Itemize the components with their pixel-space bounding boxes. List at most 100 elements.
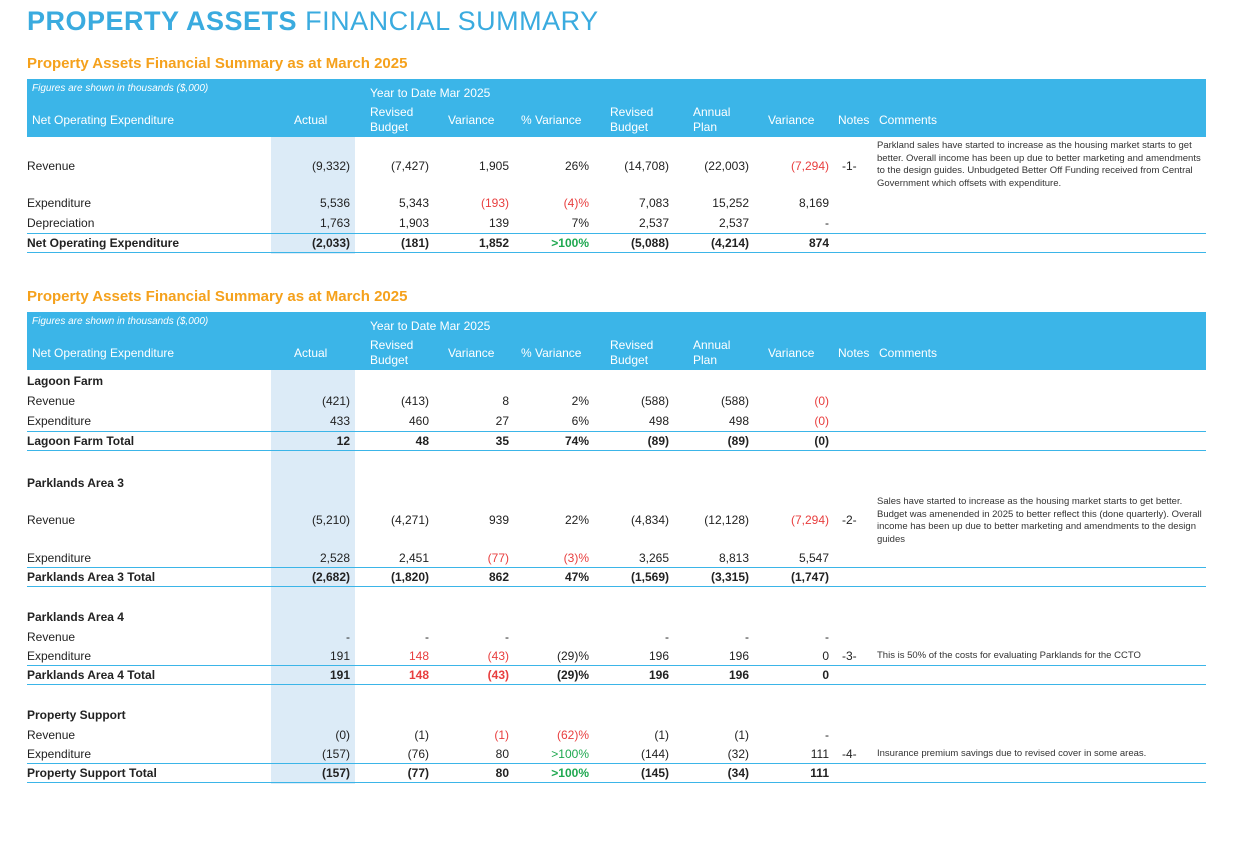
cell-revised-budget: (413): [400, 394, 429, 408]
cell-pct-variance: 22%: [564, 513, 589, 527]
cell-variance: (43): [487, 649, 509, 663]
figures-note: Figures are shown in thousands ($,000): [32, 83, 209, 94]
cell-annual-plan: (12,128): [704, 513, 749, 527]
row-label: Net Operating Expenditure: [27, 236, 180, 250]
cell-variance: (1): [494, 728, 509, 742]
comment-text: Insurance premium savings due to revised…: [877, 748, 1147, 759]
cell-variance-annual: 111: [810, 766, 829, 780]
cell-note: -3-: [842, 649, 857, 663]
header-variance: Variance: [448, 113, 495, 127]
cell-variance: 80: [495, 747, 509, 761]
cell-revised-budget-annual: (4,834): [630, 513, 669, 527]
header-revised-budget-annual: Revised Budget: [610, 338, 653, 368]
row-label: Expenditure: [27, 196, 92, 210]
table-row: Revenue (421) (413) 8 2% (588) (588) (0): [27, 391, 1206, 411]
cell-annual-plan: (3,315): [710, 570, 749, 584]
section1-table: Figures are shown in thousands ($,000) Y…: [27, 79, 1206, 254]
cell-annual-plan: (22,003): [704, 159, 749, 173]
cell-variance: (193): [480, 196, 509, 210]
page-title-light: FINANCIAL SUMMARY: [305, 6, 599, 36]
header-comments: Comments: [879, 346, 938, 360]
header-revised-budget-line2: Budget: [370, 353, 409, 367]
actual-column-highlight: [271, 370, 355, 784]
cell-note: -4-: [842, 747, 857, 761]
cell-variance-annual: -: [825, 216, 829, 230]
cell-actual: -: [346, 630, 350, 644]
cell-variance: 139: [488, 216, 509, 230]
actual-column-highlight: [271, 137, 355, 254]
cell-revised-budget-annual: (5,088): [630, 236, 669, 250]
header-pct-variance: % Variance: [521, 346, 582, 360]
table-row: Revenue - - - - - -: [27, 627, 1206, 647]
group-heading: Parklands Area 3: [27, 476, 124, 490]
comment-text: Sales have started to increase as the ho…: [877, 496, 1202, 545]
cell-annual-plan: (588): [720, 394, 749, 408]
section1-title: Property Assets Financial Summary as at …: [27, 55, 408, 72]
cell-annual-plan: 196: [728, 668, 749, 682]
cell-revised-budget-annual: (144): [640, 747, 669, 761]
header-variance-annual: Variance: [768, 346, 815, 360]
cell-actual: (2,033): [311, 236, 350, 250]
cell-revised-budget-annual: 2,537: [638, 216, 669, 230]
section2-table: Figures are shown in thousands ($,000) Y…: [27, 312, 1206, 784]
table-row: Depreciation 1,763 1,903 139 7% 2,537 2,…: [27, 213, 1206, 233]
cell-pct-variance: (3)%: [563, 551, 589, 565]
table-row: Expenditure 5,536 5,343 (193) (4)% 7,083…: [27, 193, 1206, 213]
table-header: Figures are shown in thousands ($,000) Y…: [27, 79, 1206, 137]
total-row: Parklands Area 3 Total (2,682) (1,820) 8…: [27, 567, 1206, 587]
row-label: Expenditure: [27, 551, 92, 565]
cell-variance: 35: [495, 434, 509, 448]
cell-variance: 862: [488, 570, 509, 584]
cell-pct-variance: 7%: [571, 216, 589, 230]
cell-annual-plan: -: [745, 630, 749, 644]
cell-actual: (157): [321, 766, 350, 780]
row-label: Revenue: [27, 630, 76, 644]
cell-revised-budget: (77): [407, 766, 429, 780]
cell-revised-budget-annual: (1): [654, 728, 669, 742]
header-net-operating: Net Operating Expenditure: [32, 346, 175, 360]
row-label: Revenue: [27, 394, 76, 408]
row-label: Revenue: [27, 159, 76, 173]
table-row: Expenditure 2,528 2,451 (77) (3)% 3,265 …: [27, 548, 1206, 568]
row-label: Depreciation: [27, 216, 95, 230]
header-notes: Notes: [838, 346, 870, 360]
cell-pct-variance: 2%: [571, 394, 589, 408]
figures-note: Figures are shown in thousands ($,000): [32, 316, 209, 327]
cell-revised-budget: (1): [414, 728, 429, 742]
cell-pct-variance: (29)%: [556, 649, 589, 663]
cell-actual: (5,210): [311, 513, 350, 527]
cell-variance: 939: [488, 513, 509, 527]
header-revised-budget-annual-line2: Budget: [610, 353, 649, 367]
cell-actual: (9,332): [311, 159, 350, 173]
cell-variance: 1,852: [478, 236, 509, 250]
cell-variance-annual: 8,169: [798, 196, 829, 210]
cell-pct-variance: (29)%: [556, 668, 589, 682]
cell-annual-plan: 196: [728, 649, 749, 663]
header-revised-budget-annual-line1: Revised: [610, 338, 654, 352]
cell-actual: 191: [329, 649, 350, 663]
cell-annual-plan: 8,813: [718, 551, 749, 565]
cell-variance-annual: (0): [814, 414, 829, 428]
header-annual-plan-line2: Plan: [693, 120, 718, 134]
row-label: Expenditure: [27, 747, 92, 761]
table-row: Revenue (0) (1) (1) (62)% (1) (1) -: [27, 725, 1206, 745]
header-pct-variance: % Variance: [521, 113, 582, 127]
cell-revised-budget-annual: -: [665, 630, 669, 644]
cell-variance: 1,905: [478, 159, 509, 173]
cell-actual: (2,682): [311, 570, 350, 584]
comment-text: Parkland sales have started to increase …: [877, 140, 1201, 189]
cell-variance: (43): [487, 668, 509, 682]
cell-annual-plan: (34): [727, 766, 749, 780]
cell-revised-budget: 148: [408, 668, 429, 682]
header-revised-budget: Revised Budget: [370, 105, 413, 135]
cell-revised-budget: 48: [415, 434, 429, 448]
total-row: Parklands Area 4 Total 191 148 (43) (29)…: [27, 665, 1206, 685]
cell-revised-budget-annual: 196: [648, 668, 669, 682]
cell-pct-variance: 6%: [571, 414, 589, 428]
page-title: PROPERTY ASSETS FINANCIAL SUMMARY: [27, 6, 599, 37]
row-label: Lagoon Farm Total: [27, 434, 135, 448]
cell-revised-budget: 2,451: [398, 551, 429, 565]
cell-variance-annual: (0): [814, 394, 829, 408]
cell-pct-variance: 74%: [564, 434, 589, 448]
cell-annual-plan: (1): [734, 728, 749, 742]
